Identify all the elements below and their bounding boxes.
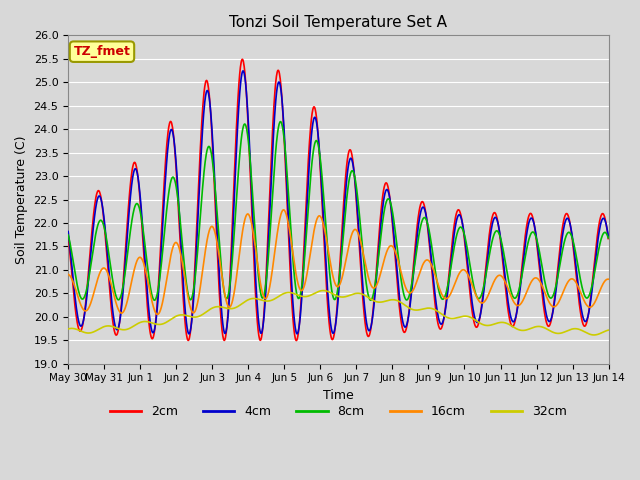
Line: 4cm: 4cm	[68, 71, 608, 334]
4cm	[185, 331, 193, 337]
8cm	[150, 297, 158, 303]
32cm	[245, 297, 253, 302]
8cm	[541, 279, 548, 285]
16cm	[172, 240, 179, 245]
Legend: 2cm, 4cm, 8cm, 16cm, 32cm: 2cm, 4cm, 8cm, 16cm, 32cm	[105, 400, 572, 423]
16cm	[280, 207, 287, 213]
4cm	[423, 215, 431, 221]
2cm	[423, 216, 431, 222]
4cm	[184, 330, 192, 336]
4cm	[604, 233, 612, 239]
Line: 32cm: 32cm	[68, 290, 608, 335]
8cm	[185, 293, 193, 299]
8cm	[493, 228, 501, 234]
16cm	[154, 312, 161, 317]
16cm	[185, 297, 193, 303]
32cm	[590, 332, 598, 338]
2cm	[64, 232, 72, 238]
32cm	[422, 305, 430, 311]
16cm	[541, 289, 548, 295]
4cm	[64, 228, 72, 234]
Text: TZ_fmet: TZ_fmet	[74, 45, 131, 58]
16cm	[423, 257, 431, 263]
8cm	[172, 180, 179, 186]
8cm	[604, 235, 612, 241]
32cm	[604, 327, 612, 333]
16cm	[245, 212, 253, 218]
Title: Tonzi Soil Temperature Set A: Tonzi Soil Temperature Set A	[229, 15, 447, 30]
32cm	[184, 313, 192, 319]
X-axis label: Time: Time	[323, 389, 354, 402]
32cm	[541, 325, 548, 331]
32cm	[64, 326, 72, 332]
2cm	[245, 143, 253, 148]
8cm	[64, 232, 72, 238]
Y-axis label: Soil Temperature (C): Soil Temperature (C)	[15, 135, 28, 264]
16cm	[64, 272, 72, 277]
32cm	[172, 314, 179, 320]
Line: 16cm: 16cm	[68, 210, 608, 314]
4cm	[541, 303, 548, 309]
2cm	[493, 216, 501, 221]
32cm	[319, 288, 327, 293]
2cm	[172, 151, 179, 157]
2cm	[184, 337, 192, 343]
2cm	[292, 337, 300, 343]
16cm	[604, 276, 612, 282]
4cm	[239, 68, 247, 74]
Line: 8cm: 8cm	[68, 121, 608, 300]
Line: 2cm: 2cm	[68, 59, 608, 340]
2cm	[541, 312, 548, 317]
2cm	[239, 56, 246, 62]
4cm	[246, 141, 253, 147]
8cm	[245, 145, 253, 151]
4cm	[172, 148, 179, 154]
8cm	[423, 217, 431, 223]
8cm	[276, 119, 284, 124]
32cm	[493, 320, 500, 326]
4cm	[493, 217, 501, 223]
2cm	[604, 236, 612, 241]
16cm	[493, 274, 501, 279]
